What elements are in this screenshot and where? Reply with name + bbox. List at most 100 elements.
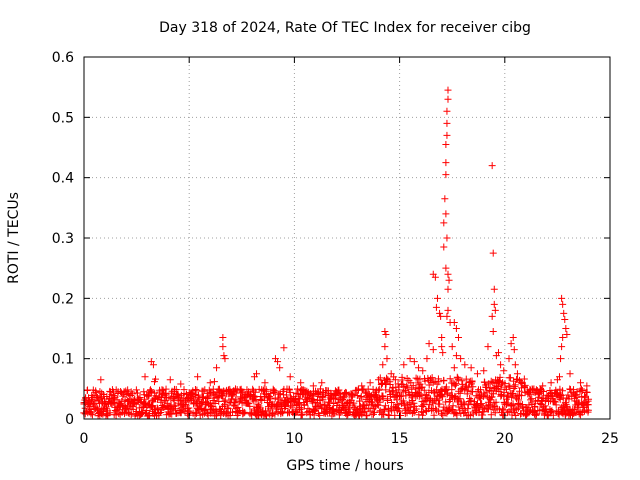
data-point: [467, 396, 475, 404]
data-point: [316, 411, 324, 419]
data-point: [550, 397, 558, 405]
data-point: [384, 411, 392, 419]
data-point: [400, 361, 408, 369]
data-point: [386, 378, 394, 386]
data-point: [420, 386, 428, 394]
data-point: [431, 273, 439, 281]
data-point: [535, 391, 543, 399]
data-point: [511, 361, 519, 369]
y-tick-label: 0.3: [52, 231, 74, 247]
data-point: [442, 159, 450, 167]
data-point: [558, 294, 566, 302]
data-point: [490, 285, 498, 293]
data-point: [442, 210, 450, 218]
data-point: [344, 405, 352, 413]
data-point: [450, 364, 458, 372]
data-point: [403, 382, 411, 390]
data-point: [494, 349, 502, 357]
data-point: [286, 402, 294, 410]
data-point: [544, 412, 552, 420]
data-point: [429, 346, 437, 354]
data-point: [384, 396, 392, 404]
data-point: [185, 404, 193, 412]
data-point: [503, 392, 511, 400]
data-point: [559, 300, 567, 308]
data-point: [149, 361, 157, 369]
data-point: [487, 377, 495, 385]
data-point: [491, 306, 499, 314]
data-point: [557, 355, 565, 363]
grid-lines: [84, 57, 610, 419]
data-point: [191, 409, 199, 417]
data-point: [462, 375, 470, 383]
data-point: [321, 391, 329, 399]
data-point: [499, 405, 507, 413]
data-point: [467, 364, 475, 372]
data-point: [506, 374, 514, 382]
data-point: [391, 376, 399, 384]
data-point: [247, 390, 255, 398]
data-point: [419, 367, 427, 375]
data-point: [382, 380, 390, 388]
data-point: [444, 285, 452, 293]
data-point: [437, 312, 445, 320]
data-point: [150, 378, 158, 386]
data-point: [559, 334, 567, 342]
data-point: [489, 328, 497, 336]
data-point: [480, 367, 488, 375]
data-point: [374, 401, 382, 409]
data-point: [173, 409, 181, 417]
y-tick-label: 0.4: [52, 171, 74, 187]
data-point: [516, 378, 524, 386]
x-tick-label: 20: [496, 431, 514, 447]
data-point: [415, 364, 423, 372]
data-point: [194, 373, 202, 381]
data-point: [558, 343, 566, 351]
data-point: [300, 401, 308, 409]
data-point: [436, 400, 444, 408]
data-point: [497, 361, 505, 369]
data-point: [346, 409, 354, 417]
y-tick-label: 0.1: [52, 352, 74, 368]
data-point: [532, 410, 540, 418]
data-point: [445, 404, 453, 412]
data-point: [375, 385, 383, 393]
data-point: [445, 397, 453, 405]
data-point: [423, 355, 431, 363]
data-point: [120, 388, 128, 396]
data-point: [492, 398, 500, 406]
data-point: [261, 379, 269, 387]
data-point: [198, 393, 206, 401]
data-point: [503, 409, 511, 417]
data-point: [425, 401, 433, 409]
data-point: [518, 400, 526, 408]
data-point: [438, 410, 446, 418]
data-point: [231, 385, 239, 393]
data-point: [438, 343, 446, 351]
data-point: [297, 379, 305, 387]
data-point: [443, 312, 451, 320]
data-point: [491, 409, 499, 417]
data-point: [132, 400, 140, 408]
data-point: [376, 398, 384, 406]
data-point: [479, 411, 487, 419]
data-point: [334, 398, 342, 406]
data-point: [478, 400, 486, 408]
data-point: [472, 392, 480, 400]
data-point: [389, 388, 397, 396]
data-point: [138, 408, 146, 416]
data-point: [445, 276, 453, 284]
data-point: [393, 396, 401, 404]
data-point: [577, 379, 585, 387]
data-point: [381, 406, 389, 414]
data-point: [406, 355, 414, 363]
axis-ticks: [83, 56, 611, 420]
data-point: [513, 406, 521, 414]
data-point: [441, 195, 449, 203]
data-point: [241, 408, 249, 416]
data-point: [224, 404, 232, 412]
data-point: [140, 388, 148, 396]
data-point: [562, 325, 570, 332]
data-point: [206, 409, 214, 417]
data-point: [350, 390, 358, 398]
